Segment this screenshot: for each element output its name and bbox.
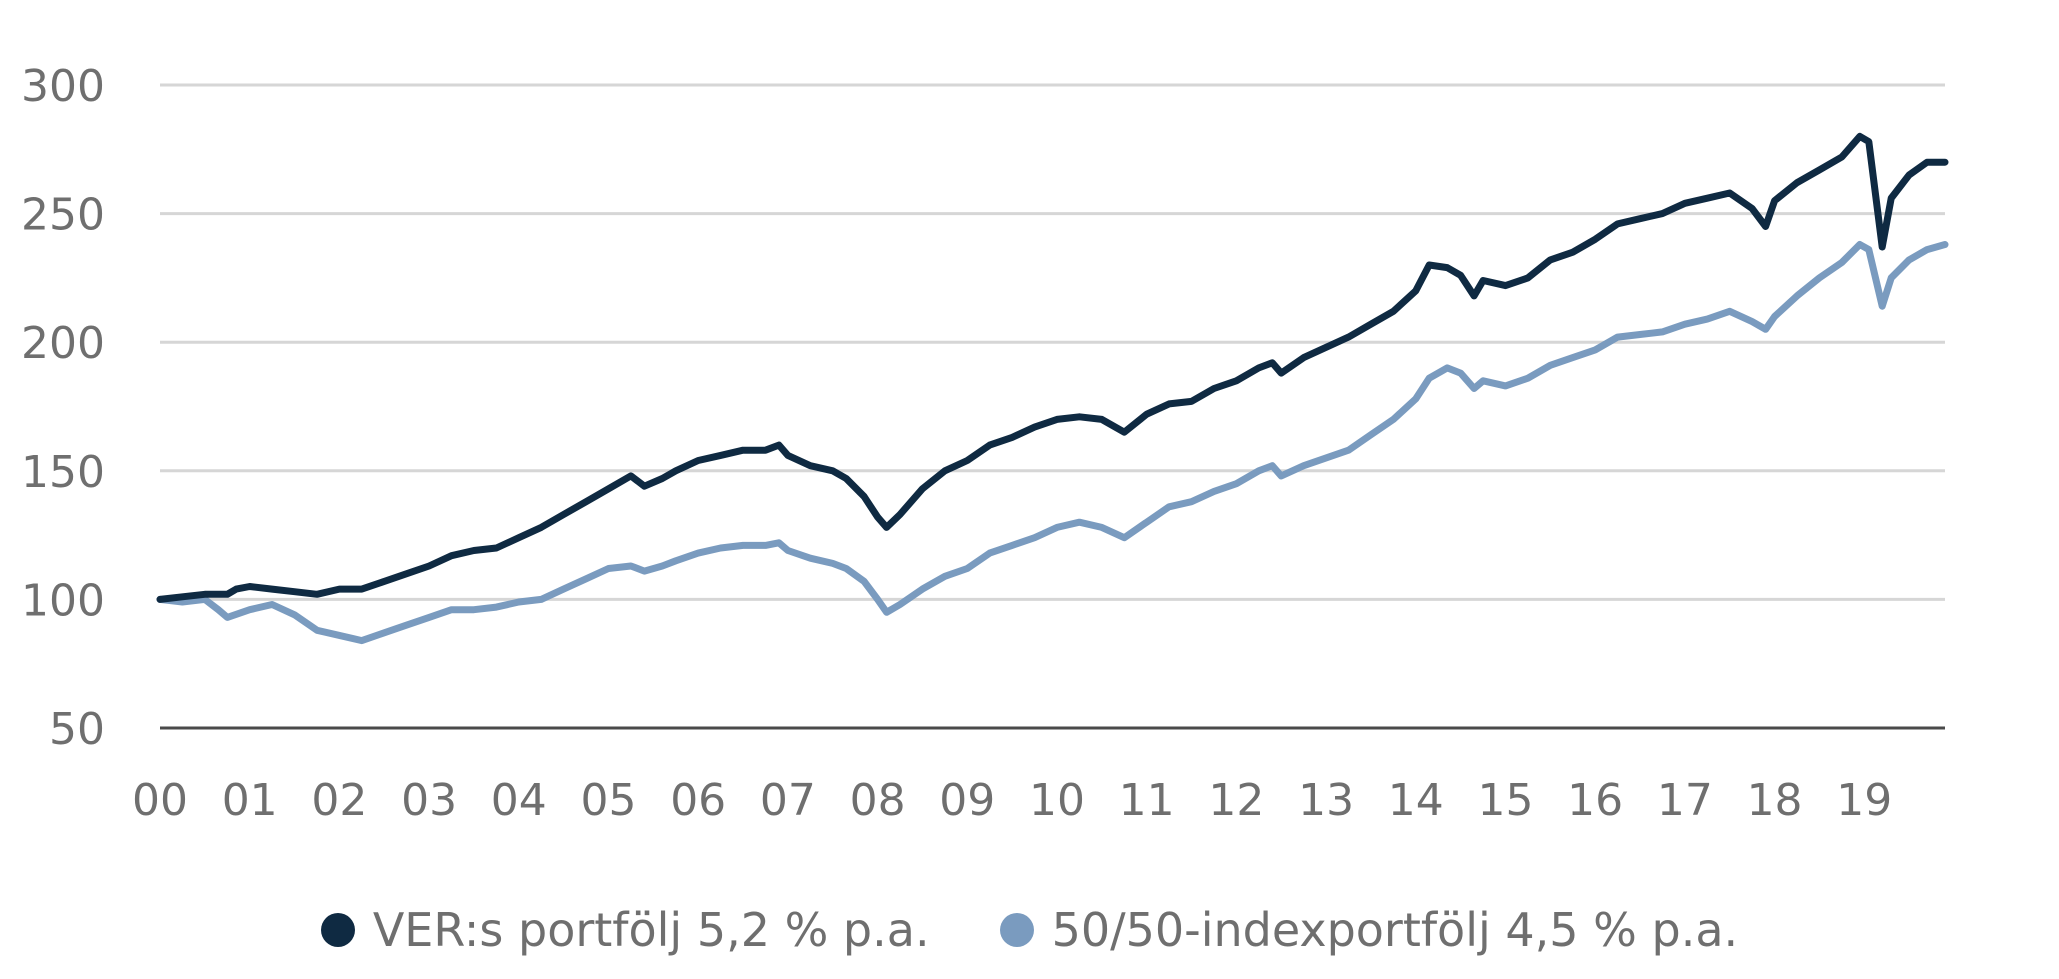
x-tick-label-03: 03 — [401, 775, 457, 826]
legend-marker-index-portfolio — [999, 913, 1034, 947]
x-tick-label-16: 16 — [1567, 775, 1623, 826]
series-line-index-portfolio — [156, 241, 1949, 645]
x-tick-label-18: 18 — [1747, 775, 1803, 826]
x-tick-label-00: 00 — [132, 775, 188, 826]
x-axis-ticks: 00 01 02 03 04 05 06 07 08 09 10 11 12 13 14 15 16 17 18 19 — [132, 775, 1892, 826]
x-tick-label-14: 14 — [1388, 775, 1444, 826]
x-tick-label-04: 04 — [491, 775, 547, 826]
x-tick-label-02: 02 — [311, 775, 367, 826]
x-tick-label-09: 09 — [939, 775, 995, 826]
x-tick-label-05: 05 — [580, 775, 636, 826]
x-tick-label-07: 07 — [760, 775, 816, 826]
legend-item-index-portfolio: 50/50-indexportfölj 4,5 % p.a. — [999, 903, 1739, 957]
y-axis-ticks: 50 100 150 200 250 300 — [21, 61, 105, 755]
legend-label-index-portfolio: 50/50-indexportfölj 4,5 % p.a. — [1051, 903, 1739, 957]
y-tick-label-200: 200 — [21, 318, 105, 369]
x-tick-label-08: 08 — [850, 775, 906, 826]
x-tick-label-11: 11 — [1119, 775, 1175, 826]
x-tick-label-01: 01 — [222, 775, 278, 826]
x-tick-label-12: 12 — [1208, 775, 1264, 826]
x-tick-label-19: 19 — [1836, 775, 1892, 826]
y-tick-label-150: 150 — [21, 447, 105, 498]
y-tick-label-50: 50 — [49, 704, 105, 755]
x-tick-label-06: 06 — [670, 775, 726, 826]
line-chart: 50 100 150 200 250 300 00 01 02 03 04 05 06 07 08 09 10… — [21, 61, 1949, 826]
x-tick-label-10: 10 — [1029, 775, 1085, 826]
legend-label-ver-portfolio: VER:s portfölj 5,2 % p.a. — [372, 903, 930, 957]
y-tick-label-300: 300 — [21, 61, 105, 112]
series-lines — [156, 132, 1949, 645]
gridlines — [160, 83, 1945, 730]
series-line-ver-portfolio — [156, 132, 1949, 603]
legend: VER:s portfölj 5,2 % p.a. 50/50-indexpor… — [0, 900, 2059, 960]
x-tick-label-15: 15 — [1477, 775, 1533, 826]
x-tick-label-17: 17 — [1657, 775, 1713, 826]
legend-item-ver-portfolio: VER:s portfölj 5,2 % p.a. — [320, 903, 930, 957]
x-tick-label-13: 13 — [1298, 775, 1354, 826]
y-tick-label-250: 250 — [21, 190, 105, 241]
legend-marker-ver-portfolio — [320, 913, 355, 947]
y-tick-label-100: 100 — [21, 575, 105, 626]
